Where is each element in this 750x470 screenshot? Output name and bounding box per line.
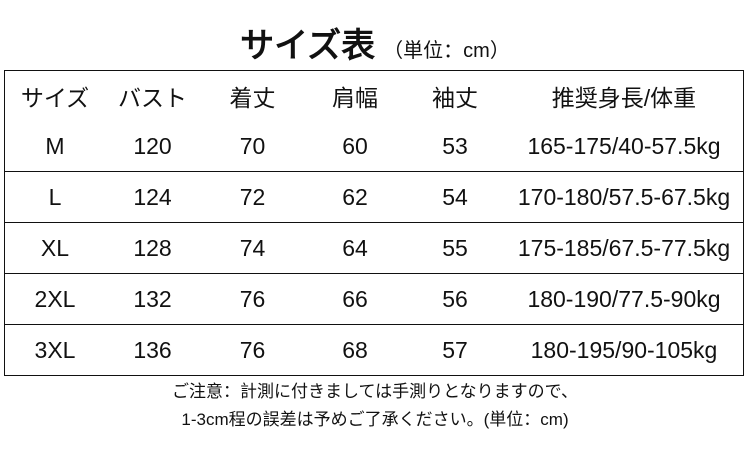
cell-length: 76	[239, 285, 266, 312]
note-line-2: 1-3cm程の誤差は予めご了承ください。(単位：cm)	[181, 410, 569, 429]
cell-recommended: 180-190/77.5-90kg	[527, 285, 721, 312]
cell-sleeve: 57	[442, 336, 468, 363]
table-row: 2XL 132 76 66 56 180-190/77.5-90kg	[5, 273, 743, 324]
table-row: M 120 70 60 53 165-175/40-57.5kg	[5, 121, 743, 171]
cell-bust: 124	[133, 183, 172, 210]
header-bust: バスト	[118, 85, 187, 111]
title-main: サイズ表	[240, 27, 376, 65]
cell-bust: 128	[133, 234, 172, 261]
cell-bust: 136	[133, 336, 172, 363]
page-title: サイズ表 （単位：cm）	[0, 18, 750, 67]
cell-recommended: 165-175/40-57.5kg	[527, 132, 721, 159]
header-size: サイズ	[20, 85, 90, 111]
table-row: L 124 72 62 54 170-180/57.5-67.5kg	[5, 171, 743, 222]
cell-size: 3XL	[34, 336, 76, 363]
cell-bust: 120	[133, 132, 172, 159]
header-sleeve: 袖丈	[432, 85, 478, 111]
note-line-1: ご注意：計測に付きましては手測りとなりますので、	[172, 382, 578, 401]
cell-shoulder: 62	[342, 183, 368, 210]
cell-length: 76	[239, 336, 266, 363]
header-recommended: 推奨身長/体重	[551, 85, 697, 111]
cell-sleeve: 56	[442, 285, 468, 312]
cell-size: 2XL	[34, 285, 76, 312]
cell-recommended: 175-185/67.5-77.5kg	[517, 234, 731, 261]
cell-shoulder: 66	[342, 285, 368, 312]
size-table: サイズ バスト 着丈 肩幅 袖丈 推奨身長/体重 M 120 70 60 53 165-1…	[4, 70, 744, 376]
header-length: 着丈	[229, 85, 276, 111]
title-unit: （単位：cm）	[383, 40, 510, 62]
cell-bust: 132	[133, 285, 172, 312]
cell-sleeve: 53	[442, 132, 468, 159]
table-header: サイズ バスト 着丈 肩幅 袖丈 推奨身長/体重	[5, 71, 743, 121]
cell-shoulder: 64	[342, 234, 368, 261]
cell-length: 70	[239, 132, 266, 159]
cell-length: 74	[239, 234, 266, 261]
cell-size: L	[48, 183, 62, 210]
note: ご注意：計測に付きましては手測りとなりますので、 1-3cm程の誤差は予めご了承…	[0, 378, 750, 434]
cell-recommended: 180-195/90-105kg	[530, 336, 718, 363]
header-shoulder: 肩幅	[332, 85, 378, 111]
cell-recommended: 170-180/57.5-67.5kg	[517, 183, 731, 210]
cell-size: M	[45, 132, 65, 159]
table-row: 3XL 136 76 68 57 180-195/90-105kg	[5, 324, 743, 375]
cell-shoulder: 68	[342, 336, 368, 363]
cell-length: 72	[239, 183, 266, 210]
cell-size: XL	[40, 234, 70, 261]
cell-sleeve: 54	[442, 183, 468, 210]
table-row: XL 128 74 64 55 175-185/67.5-77.5kg	[5, 222, 743, 273]
cell-shoulder: 60	[342, 132, 368, 159]
cell-sleeve: 55	[442, 234, 468, 261]
